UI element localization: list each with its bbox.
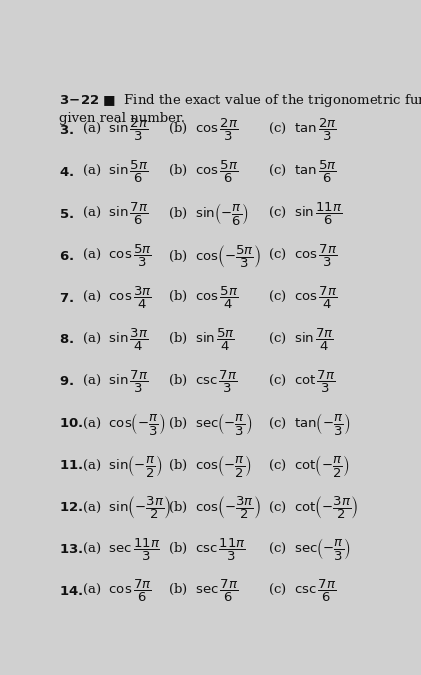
Text: (c)  $\sec\!\left(-\dfrac{\pi}{3}\right)$: (c) $\sec\!\left(-\dfrac{\pi}{3}\right)$ xyxy=(268,537,351,562)
Text: (a)  $\sin\dfrac{7\pi}{6}$: (a) $\sin\dfrac{7\pi}{6}$ xyxy=(82,201,148,227)
Text: $\mathbf{13.}$: $\mathbf{13.}$ xyxy=(59,543,83,556)
Text: (c)  $\cos\dfrac{7\pi}{4}$: (c) $\cos\dfrac{7\pi}{4}$ xyxy=(268,285,337,311)
Text: (c)  $\tan\!\left(-\dfrac{\pi}{3}\right)$: (c) $\tan\!\left(-\dfrac{\pi}{3}\right)$ xyxy=(268,411,350,437)
Text: (b)  $\sec\!\left(-\dfrac{\pi}{3}\right)$: (b) $\sec\!\left(-\dfrac{\pi}{3}\right)$ xyxy=(168,411,253,437)
Text: $\mathbf{3.}$: $\mathbf{3.}$ xyxy=(59,124,74,137)
Text: (c)  $\sin\dfrac{11\pi}{6}$: (c) $\sin\dfrac{11\pi}{6}$ xyxy=(268,201,342,227)
Text: (c)  $\tan\dfrac{5\pi}{6}$: (c) $\tan\dfrac{5\pi}{6}$ xyxy=(268,159,337,186)
Text: (a)  $\sin\dfrac{2\pi}{3}$: (a) $\sin\dfrac{2\pi}{3}$ xyxy=(82,117,148,144)
Text: (b)  $\cos\!\left(-\dfrac{\pi}{2}\right)$: (b) $\cos\!\left(-\dfrac{\pi}{2}\right)$ xyxy=(168,453,253,479)
Text: (a)  $\cos\dfrac{7\pi}{6}$: (a) $\cos\dfrac{7\pi}{6}$ xyxy=(82,578,152,604)
Text: (c)  $\csc\dfrac{7\pi}{6}$: (c) $\csc\dfrac{7\pi}{6}$ xyxy=(268,578,336,604)
Text: (c)  $\cot\!\left(-\dfrac{\pi}{2}\right)$: (c) $\cot\!\left(-\dfrac{\pi}{2}\right)$ xyxy=(268,453,349,479)
Text: (b)  $\sin\dfrac{5\pi}{4}$: (b) $\sin\dfrac{5\pi}{4}$ xyxy=(168,327,235,353)
Text: (b)  $\cos\dfrac{5\pi}{6}$: (b) $\cos\dfrac{5\pi}{6}$ xyxy=(168,159,239,186)
Text: (b)  $\sin\!\left(-\dfrac{\pi}{6}\right)$: (b) $\sin\!\left(-\dfrac{\pi}{6}\right)$ xyxy=(168,201,249,227)
Text: given real number.: given real number. xyxy=(59,112,185,125)
Text: (b)  $\csc\dfrac{7\pi}{3}$: (b) $\csc\dfrac{7\pi}{3}$ xyxy=(168,369,238,395)
Text: (a)  $\cos\!\left(-\dfrac{\pi}{3}\right)$: (a) $\cos\!\left(-\dfrac{\pi}{3}\right)$ xyxy=(82,411,165,437)
Text: (c)  $\cot\dfrac{7\pi}{3}$: (c) $\cot\dfrac{7\pi}{3}$ xyxy=(268,369,336,395)
Text: (c)  $\cos\dfrac{7\pi}{3}$: (c) $\cos\dfrac{7\pi}{3}$ xyxy=(268,243,337,269)
Text: $\mathbf{10.}$: $\mathbf{10.}$ xyxy=(59,417,83,430)
Text: (a)  $\sin\!\left(-\dfrac{3\pi}{2}\right)$: (a) $\sin\!\left(-\dfrac{3\pi}{2}\right)… xyxy=(82,494,171,521)
Text: $\mathbf{6.}$: $\mathbf{6.}$ xyxy=(59,250,74,263)
Text: $\mathbf{14.}$: $\mathbf{14.}$ xyxy=(59,585,83,598)
Text: $\mathbf{9.}$: $\mathbf{9.}$ xyxy=(59,375,74,388)
Text: $\mathbf{5.}$: $\mathbf{5.}$ xyxy=(59,208,74,221)
Text: (a)  $\sin\!\left(-\dfrac{\pi}{2}\right)$: (a) $\sin\!\left(-\dfrac{\pi}{2}\right)$ xyxy=(82,453,162,479)
Text: (b)  $\sec\dfrac{7\pi}{6}$: (b) $\sec\dfrac{7\pi}{6}$ xyxy=(168,578,239,604)
Text: (c)  $\tan\dfrac{2\pi}{3}$: (c) $\tan\dfrac{2\pi}{3}$ xyxy=(268,117,337,144)
Text: (b)  $\csc\dfrac{11\pi}{3}$: (b) $\csc\dfrac{11\pi}{3}$ xyxy=(168,537,246,562)
Text: (b)  $\cos\dfrac{2\pi}{3}$: (b) $\cos\dfrac{2\pi}{3}$ xyxy=(168,117,239,144)
Text: $\mathbf{12.}$: $\mathbf{12.}$ xyxy=(59,501,83,514)
Text: (a)  $\cos\dfrac{3\pi}{4}$: (a) $\cos\dfrac{3\pi}{4}$ xyxy=(82,285,152,311)
Text: $\mathbf{4.}$: $\mathbf{4.}$ xyxy=(59,166,74,179)
Text: $\mathbf{7.}$: $\mathbf{7.}$ xyxy=(59,292,74,304)
Text: (a)  $\sin\dfrac{7\pi}{3}$: (a) $\sin\dfrac{7\pi}{3}$ xyxy=(82,369,148,395)
Text: (a)  $\cos\dfrac{5\pi}{3}$: (a) $\cos\dfrac{5\pi}{3}$ xyxy=(82,243,152,269)
Text: (b)  $\cos\dfrac{5\pi}{4}$: (b) $\cos\dfrac{5\pi}{4}$ xyxy=(168,285,239,311)
Text: $\mathbf{11.}$: $\mathbf{11.}$ xyxy=(59,459,83,472)
Text: $\mathbf{8.}$: $\mathbf{8.}$ xyxy=(59,333,74,346)
Text: (c)  $\sin\dfrac{7\pi}{4}$: (c) $\sin\dfrac{7\pi}{4}$ xyxy=(268,327,334,353)
Text: (c)  $\cot\!\left(-\dfrac{3\pi}{2}\right)$: (c) $\cot\!\left(-\dfrac{3\pi}{2}\right)… xyxy=(268,494,358,521)
Text: (b)  $\cos\!\left(-\dfrac{5\pi}{3}\right)$: (b) $\cos\!\left(-\dfrac{5\pi}{3}\right)… xyxy=(168,242,261,269)
Text: (a)  $\sin\dfrac{5\pi}{6}$: (a) $\sin\dfrac{5\pi}{6}$ xyxy=(82,159,148,186)
Text: (b)  $\cos\!\left(-\dfrac{3\pi}{2}\right)$: (b) $\cos\!\left(-\dfrac{3\pi}{2}\right)… xyxy=(168,494,261,521)
Text: (a)  $\sec\dfrac{11\pi}{3}$: (a) $\sec\dfrac{11\pi}{3}$ xyxy=(82,537,160,562)
Text: $\mathbf{3\!-\!22}$ $\blacksquare$  Find the exact value of the trigonometric fu: $\mathbf{3\!-\!22}$ $\blacksquare$ Find … xyxy=(59,92,421,109)
Text: (a)  $\sin\dfrac{3\pi}{4}$: (a) $\sin\dfrac{3\pi}{4}$ xyxy=(82,327,148,353)
